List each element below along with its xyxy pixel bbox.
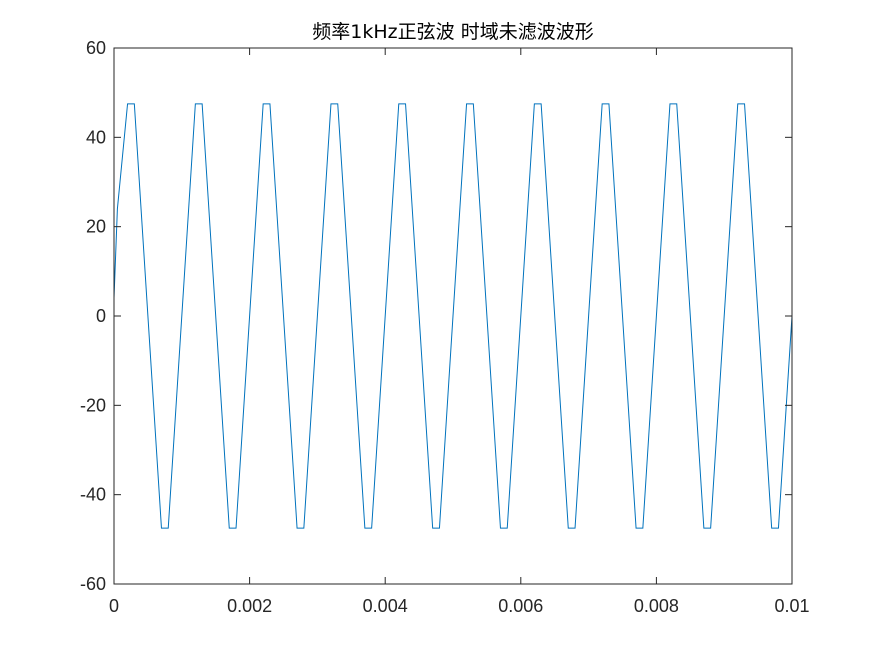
y-tick-label: 20 [86,217,106,237]
x-tick-label: 0.006 [498,596,543,616]
y-tick-label: 60 [86,38,106,58]
y-tick-label: -20 [80,395,106,415]
y-tick-label: -60 [80,574,106,594]
data-layer [113,103,793,529]
y-tick-label: -40 [80,485,106,505]
chart-title: 频率1kHz正弦波 时域未滤波波形 [312,21,593,43]
x-tick-label: 0.002 [227,596,272,616]
series-line-0 [113,103,793,529]
x-tick-label: 0.004 [363,596,408,616]
x-tick-label: 0.01 [774,596,809,616]
axes-layer: 0 0.002 0.004 0.006 0.008 0.01 -60 -40 -20 0 20 40 6… [80,38,810,616]
x-tick-label: 0.008 [634,596,679,616]
x-tick-label: 0 [109,596,119,616]
y-tick-label: 0 [96,306,106,326]
y-tick-label: 40 [86,127,106,147]
